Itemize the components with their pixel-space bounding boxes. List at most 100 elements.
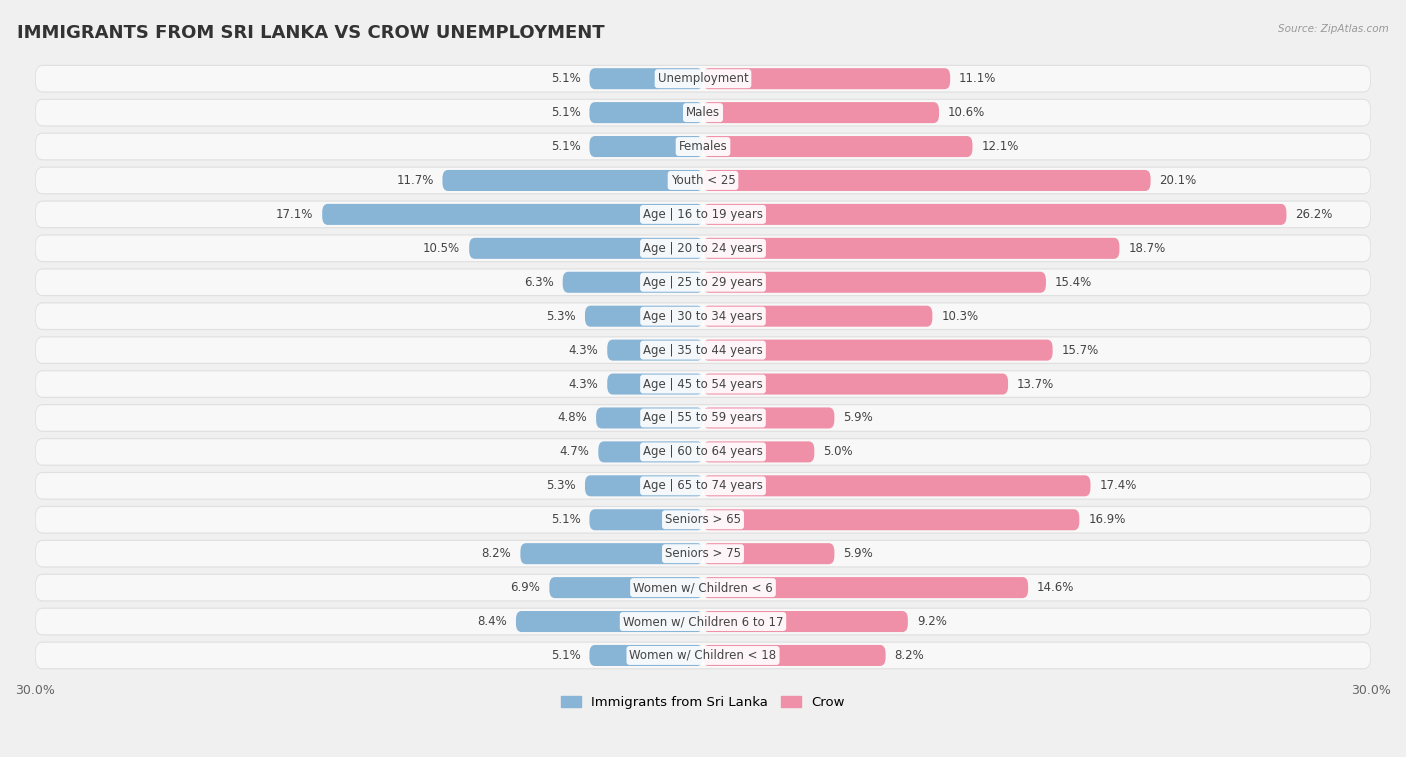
FancyBboxPatch shape — [589, 102, 703, 123]
Text: 5.3%: 5.3% — [547, 310, 576, 322]
FancyBboxPatch shape — [35, 168, 1371, 193]
Text: Females: Females — [679, 140, 727, 153]
Text: 10.6%: 10.6% — [948, 106, 986, 119]
Text: Seniors > 65: Seniors > 65 — [665, 513, 741, 526]
FancyBboxPatch shape — [589, 509, 703, 530]
FancyBboxPatch shape — [35, 473, 1371, 499]
FancyBboxPatch shape — [520, 544, 703, 564]
Text: IMMIGRANTS FROM SRI LANKA VS CROW UNEMPLOYMENT: IMMIGRANTS FROM SRI LANKA VS CROW UNEMPL… — [17, 24, 605, 42]
Text: 5.9%: 5.9% — [844, 547, 873, 560]
FancyBboxPatch shape — [35, 405, 1371, 431]
Text: 17.1%: 17.1% — [276, 208, 314, 221]
FancyBboxPatch shape — [35, 541, 1371, 566]
FancyBboxPatch shape — [35, 132, 1371, 160]
FancyBboxPatch shape — [703, 170, 1150, 191]
FancyBboxPatch shape — [35, 66, 1371, 92]
Text: 11.1%: 11.1% — [959, 72, 997, 86]
FancyBboxPatch shape — [516, 611, 703, 632]
Text: 4.8%: 4.8% — [557, 412, 588, 425]
FancyBboxPatch shape — [703, 136, 973, 157]
FancyBboxPatch shape — [35, 609, 1371, 634]
Text: 5.0%: 5.0% — [824, 445, 853, 459]
FancyBboxPatch shape — [35, 235, 1371, 261]
Text: Age | 35 to 44 years: Age | 35 to 44 years — [643, 344, 763, 357]
FancyBboxPatch shape — [703, 577, 1028, 598]
Text: 8.2%: 8.2% — [482, 547, 512, 560]
FancyBboxPatch shape — [703, 272, 1046, 293]
FancyBboxPatch shape — [703, 306, 932, 327]
Text: Age | 60 to 64 years: Age | 60 to 64 years — [643, 445, 763, 459]
Text: Women w/ Children < 6: Women w/ Children < 6 — [633, 581, 773, 594]
FancyBboxPatch shape — [35, 506, 1371, 534]
FancyBboxPatch shape — [35, 302, 1371, 330]
FancyBboxPatch shape — [562, 272, 703, 293]
FancyBboxPatch shape — [585, 475, 703, 497]
Text: 9.2%: 9.2% — [917, 615, 946, 628]
FancyBboxPatch shape — [470, 238, 703, 259]
FancyBboxPatch shape — [703, 611, 908, 632]
FancyBboxPatch shape — [35, 100, 1371, 126]
FancyBboxPatch shape — [589, 645, 703, 666]
FancyBboxPatch shape — [550, 577, 703, 598]
Text: 26.2%: 26.2% — [1295, 208, 1333, 221]
FancyBboxPatch shape — [35, 574, 1371, 602]
FancyBboxPatch shape — [443, 170, 703, 191]
FancyBboxPatch shape — [35, 540, 1371, 568]
Text: Age | 16 to 19 years: Age | 16 to 19 years — [643, 208, 763, 221]
Text: Source: ZipAtlas.com: Source: ZipAtlas.com — [1278, 24, 1389, 34]
FancyBboxPatch shape — [35, 404, 1371, 432]
FancyBboxPatch shape — [599, 441, 703, 463]
FancyBboxPatch shape — [35, 167, 1371, 195]
Text: 13.7%: 13.7% — [1017, 378, 1054, 391]
Text: 17.4%: 17.4% — [1099, 479, 1137, 492]
FancyBboxPatch shape — [703, 441, 814, 463]
FancyBboxPatch shape — [35, 338, 1371, 363]
Text: 5.3%: 5.3% — [547, 479, 576, 492]
Text: Males: Males — [686, 106, 720, 119]
Text: 11.7%: 11.7% — [396, 174, 433, 187]
FancyBboxPatch shape — [703, 68, 950, 89]
Text: 12.1%: 12.1% — [981, 140, 1019, 153]
FancyBboxPatch shape — [703, 340, 1053, 360]
FancyBboxPatch shape — [35, 134, 1371, 159]
Text: Age | 30 to 34 years: Age | 30 to 34 years — [643, 310, 763, 322]
FancyBboxPatch shape — [589, 136, 703, 157]
FancyBboxPatch shape — [703, 238, 1119, 259]
Text: 5.1%: 5.1% — [551, 513, 581, 526]
Text: 20.1%: 20.1% — [1160, 174, 1197, 187]
FancyBboxPatch shape — [35, 65, 1371, 92]
FancyBboxPatch shape — [703, 509, 1080, 530]
Text: Age | 20 to 24 years: Age | 20 to 24 years — [643, 241, 763, 255]
FancyBboxPatch shape — [35, 268, 1371, 296]
FancyBboxPatch shape — [703, 645, 886, 666]
FancyBboxPatch shape — [703, 102, 939, 123]
Text: Age | 55 to 59 years: Age | 55 to 59 years — [643, 412, 763, 425]
FancyBboxPatch shape — [703, 544, 834, 564]
Text: Women w/ Children 6 to 17: Women w/ Children 6 to 17 — [623, 615, 783, 628]
FancyBboxPatch shape — [35, 507, 1371, 532]
FancyBboxPatch shape — [703, 475, 1091, 497]
FancyBboxPatch shape — [35, 438, 1371, 466]
Text: 15.4%: 15.4% — [1054, 276, 1092, 288]
FancyBboxPatch shape — [703, 373, 1008, 394]
Text: 5.1%: 5.1% — [551, 72, 581, 86]
FancyBboxPatch shape — [35, 439, 1371, 465]
Text: 14.6%: 14.6% — [1038, 581, 1074, 594]
Text: 8.2%: 8.2% — [894, 649, 924, 662]
Text: 5.9%: 5.9% — [844, 412, 873, 425]
FancyBboxPatch shape — [35, 304, 1371, 329]
Text: Seniors > 75: Seniors > 75 — [665, 547, 741, 560]
FancyBboxPatch shape — [35, 608, 1371, 635]
Text: Unemployment: Unemployment — [658, 72, 748, 86]
Text: 10.3%: 10.3% — [941, 310, 979, 322]
FancyBboxPatch shape — [35, 201, 1371, 229]
Text: 5.1%: 5.1% — [551, 649, 581, 662]
Text: 4.3%: 4.3% — [568, 344, 599, 357]
Text: 5.1%: 5.1% — [551, 140, 581, 153]
FancyBboxPatch shape — [35, 372, 1371, 397]
FancyBboxPatch shape — [35, 269, 1371, 295]
FancyBboxPatch shape — [703, 407, 834, 428]
FancyBboxPatch shape — [35, 575, 1371, 600]
Text: Youth < 25: Youth < 25 — [671, 174, 735, 187]
Text: 4.7%: 4.7% — [560, 445, 589, 459]
